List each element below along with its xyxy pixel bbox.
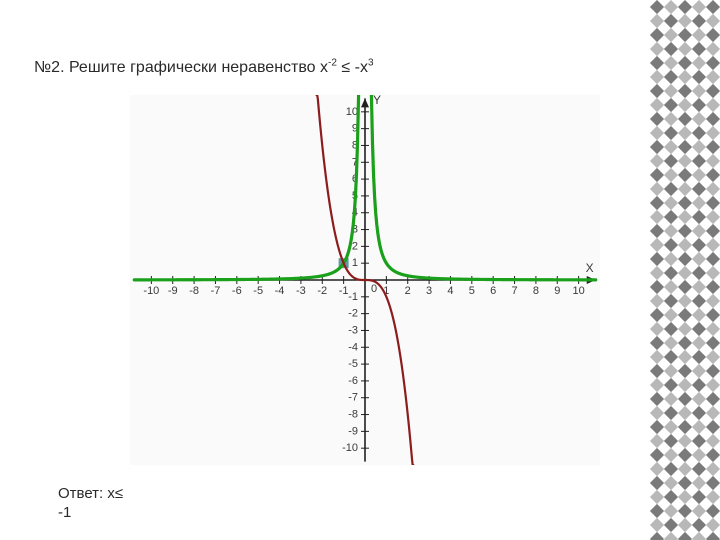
svg-text:-1: -1 bbox=[339, 285, 349, 297]
svg-text:10: 10 bbox=[573, 285, 585, 297]
svg-text:-10: -10 bbox=[143, 285, 159, 297]
chart-container: -10-9-8-7-6-5-4-3-2-112345678910-10-9-8-… bbox=[130, 95, 600, 465]
xy-chart: -10-9-8-7-6-5-4-3-2-112345678910-10-9-8-… bbox=[130, 95, 600, 465]
svg-text:9: 9 bbox=[554, 285, 560, 297]
svg-text:4: 4 bbox=[447, 285, 453, 297]
svg-text:-1: -1 bbox=[348, 291, 358, 303]
svg-text:-3: -3 bbox=[296, 285, 306, 297]
svg-text:-10: -10 bbox=[342, 442, 358, 454]
svg-text:2: 2 bbox=[352, 240, 358, 252]
svg-text:-7: -7 bbox=[348, 392, 358, 404]
svg-text:6: 6 bbox=[490, 285, 496, 297]
svg-text:-9: -9 bbox=[348, 425, 358, 437]
title-rhs: -x bbox=[355, 59, 368, 76]
title-base1: x bbox=[320, 59, 328, 76]
svg-text:-6: -6 bbox=[232, 285, 242, 297]
svg-text:-4: -4 bbox=[275, 285, 285, 297]
svg-text:8: 8 bbox=[533, 285, 539, 297]
svg-text:Y: Y bbox=[373, 95, 381, 107]
svg-text:-7: -7 bbox=[211, 285, 221, 297]
svg-text:5: 5 bbox=[469, 285, 475, 297]
title-prefix: №2. Решите графически неравенство bbox=[34, 59, 320, 76]
svg-text:2: 2 bbox=[405, 285, 411, 297]
answer-text: Ответ: x≤ -1 bbox=[58, 485, 123, 523]
svg-text:0: 0 bbox=[371, 283, 377, 295]
svg-text:-8: -8 bbox=[189, 285, 199, 297]
title-exp2: 3 bbox=[368, 58, 374, 69]
svg-text:-9: -9 bbox=[168, 285, 178, 297]
svg-text:-2: -2 bbox=[317, 285, 327, 297]
svg-text:3: 3 bbox=[426, 285, 432, 297]
answer-line1: Ответ: x≤ bbox=[58, 485, 123, 502]
title-op: ≤ bbox=[341, 59, 354, 76]
svg-text:-8: -8 bbox=[348, 409, 358, 421]
title-exp1: -2 bbox=[328, 58, 337, 69]
svg-text:-5: -5 bbox=[253, 285, 263, 297]
decorative-diamond-strip bbox=[650, 0, 720, 540]
svg-text:X: X bbox=[586, 261, 594, 275]
svg-text:10: 10 bbox=[346, 106, 358, 118]
svg-text:-4: -4 bbox=[348, 341, 358, 353]
svg-text:-5: -5 bbox=[348, 358, 358, 370]
slide: №2. Решите графически неравенство x-2 ≤ … bbox=[0, 0, 720, 540]
answer-line2: -1 bbox=[58, 504, 71, 521]
svg-text:-3: -3 bbox=[348, 324, 358, 336]
problem-title: №2. Решите графически неравенство x-2 ≤ … bbox=[34, 58, 374, 77]
svg-text:-6: -6 bbox=[348, 375, 358, 387]
svg-text:-2: -2 bbox=[348, 308, 358, 320]
svg-text:7: 7 bbox=[511, 285, 517, 297]
svg-text:1: 1 bbox=[352, 257, 358, 269]
